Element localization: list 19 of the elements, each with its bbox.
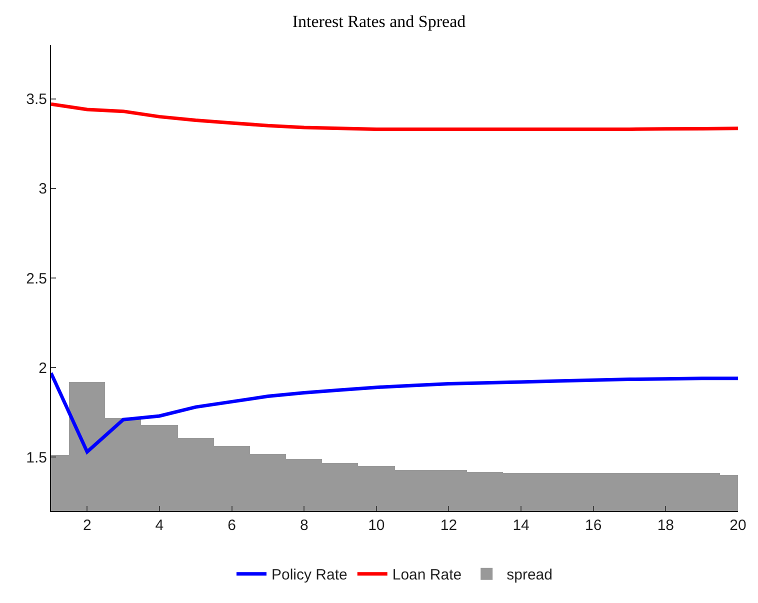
x-tick-label: 20	[730, 517, 746, 534]
x-tick-label: 18	[657, 517, 674, 534]
legend-label: spread	[506, 566, 552, 584]
x-tick-label: 2	[82, 517, 92, 534]
y-tick-label: 3.5	[26, 91, 47, 108]
x-tick-label: 10	[368, 517, 385, 534]
y-tick-label: 2	[38, 360, 47, 377]
y-tick-label: 3	[38, 180, 47, 198]
y-tick-label: 2.5	[26, 270, 47, 288]
x-tick-label: 4	[155, 517, 164, 534]
y-tick-label: 1.5	[26, 449, 47, 466]
x-tick-label: 6	[228, 517, 236, 534]
x-tick-label: 8	[300, 517, 308, 534]
x-tick-label: 16	[585, 517, 602, 534]
legend-label: Loan Rate	[392, 566, 462, 584]
chart-title: Interest Rates and Spread	[292, 12, 466, 31]
legend-label: Policy Rate	[272, 566, 348, 584]
x-tick-label: 14	[512, 517, 530, 534]
x-tick-label: 12	[440, 517, 458, 534]
